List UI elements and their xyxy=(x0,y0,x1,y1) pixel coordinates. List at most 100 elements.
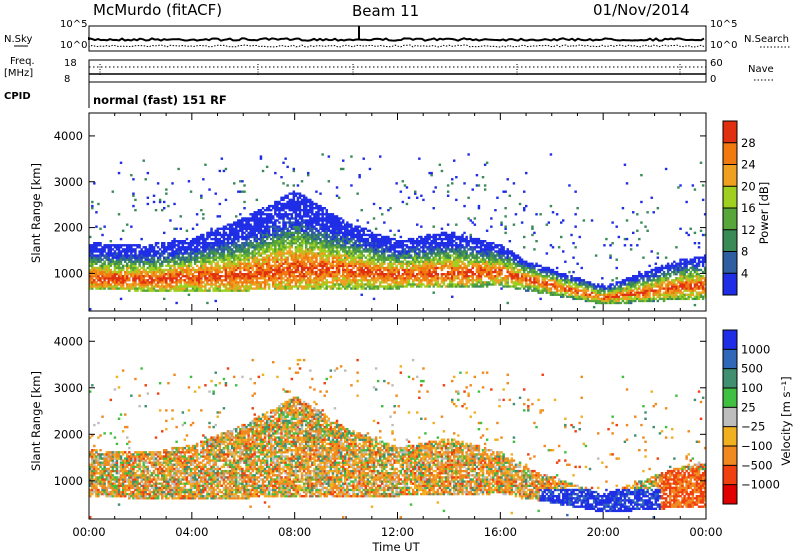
power-cell xyxy=(481,176,485,179)
power-cell xyxy=(364,277,368,280)
power-cell xyxy=(282,258,285,261)
power-cell xyxy=(395,277,398,280)
power-cell xyxy=(278,264,281,268)
power-cell xyxy=(393,262,396,265)
power-cell xyxy=(321,229,324,232)
power-cell xyxy=(387,287,390,290)
power-cell xyxy=(263,227,267,230)
power-cell xyxy=(393,233,396,237)
power-cell xyxy=(302,194,306,197)
power-cell xyxy=(307,258,310,261)
power-cell xyxy=(290,256,294,259)
power-cell xyxy=(97,254,100,257)
power-cell xyxy=(430,262,433,265)
power-cell xyxy=(243,225,246,228)
power-cell xyxy=(222,283,226,286)
power-cell xyxy=(294,221,298,224)
power-cell xyxy=(409,250,413,253)
power-cell xyxy=(208,242,211,245)
power-cell xyxy=(230,262,234,265)
power-cell xyxy=(298,270,302,274)
power-cell xyxy=(296,275,300,278)
power-cell xyxy=(432,233,435,237)
power-cell xyxy=(247,235,250,239)
power-cell xyxy=(261,213,265,216)
power-cell xyxy=(300,270,304,274)
power-cell xyxy=(161,262,164,265)
power-cell xyxy=(134,270,137,274)
power-cell xyxy=(428,171,431,175)
power-cell xyxy=(321,260,324,263)
power-cell xyxy=(430,174,433,177)
power-cell xyxy=(409,256,413,259)
power-cell xyxy=(453,275,456,278)
power-cell xyxy=(356,254,359,257)
power-cell xyxy=(302,233,306,237)
power-cell xyxy=(233,256,236,259)
power-cell xyxy=(138,260,141,263)
power-cell xyxy=(381,244,384,247)
power-cell xyxy=(389,273,392,276)
power-cell xyxy=(370,285,374,288)
power-cell xyxy=(161,246,164,249)
power-cell xyxy=(134,252,137,255)
power-cell xyxy=(195,254,199,257)
power-cell xyxy=(416,252,419,255)
power-cell xyxy=(265,221,269,224)
power-cell xyxy=(235,248,238,251)
power-cell xyxy=(218,237,222,241)
power-cell xyxy=(228,235,232,239)
power-cell xyxy=(376,246,380,249)
power-cell xyxy=(426,283,429,286)
power-cell xyxy=(270,242,273,245)
power-cell xyxy=(366,273,370,276)
power-cell xyxy=(119,262,123,265)
power-cell xyxy=(290,287,294,290)
power-cell xyxy=(370,233,374,237)
power-cell xyxy=(249,264,252,268)
power-cell xyxy=(280,217,283,220)
power-cell xyxy=(216,252,219,255)
power-cell xyxy=(220,250,224,253)
power-cell xyxy=(247,225,250,228)
power-cell xyxy=(368,167,372,171)
power-cell xyxy=(216,256,219,259)
power-cell xyxy=(239,281,242,284)
power-cell xyxy=(282,225,285,228)
power-cell xyxy=(479,258,483,261)
power-cell xyxy=(241,225,244,228)
power-cell xyxy=(451,233,454,237)
power-cell xyxy=(144,275,147,278)
power-cell xyxy=(307,237,310,241)
power-cell xyxy=(126,268,129,272)
power-cell xyxy=(259,231,263,235)
power-cell xyxy=(463,258,466,261)
power-cell xyxy=(239,256,242,259)
power-cell xyxy=(389,229,392,232)
power-cell xyxy=(161,279,164,282)
power-cell xyxy=(342,225,345,228)
power-cell xyxy=(222,289,226,292)
power-cell xyxy=(132,277,135,280)
power-cell xyxy=(177,279,180,282)
power-cell xyxy=(311,258,314,261)
power-cell xyxy=(241,219,244,222)
power-cell xyxy=(311,262,314,265)
power-cell xyxy=(290,192,294,195)
power-cell xyxy=(272,233,275,237)
power-cell xyxy=(93,182,96,185)
power-cell xyxy=(263,250,267,253)
power-cell xyxy=(105,254,108,257)
power-cell xyxy=(329,262,333,265)
power-cell xyxy=(309,211,312,214)
power-cell xyxy=(109,258,113,261)
power-cell xyxy=(362,233,365,237)
power-cell xyxy=(362,244,365,247)
power-cell xyxy=(420,237,423,241)
power-cell xyxy=(93,242,96,245)
power-cell xyxy=(107,273,110,276)
power-cell xyxy=(189,252,193,255)
power-cell xyxy=(319,270,322,274)
power-cell xyxy=(99,254,102,257)
power-cell xyxy=(247,279,250,282)
